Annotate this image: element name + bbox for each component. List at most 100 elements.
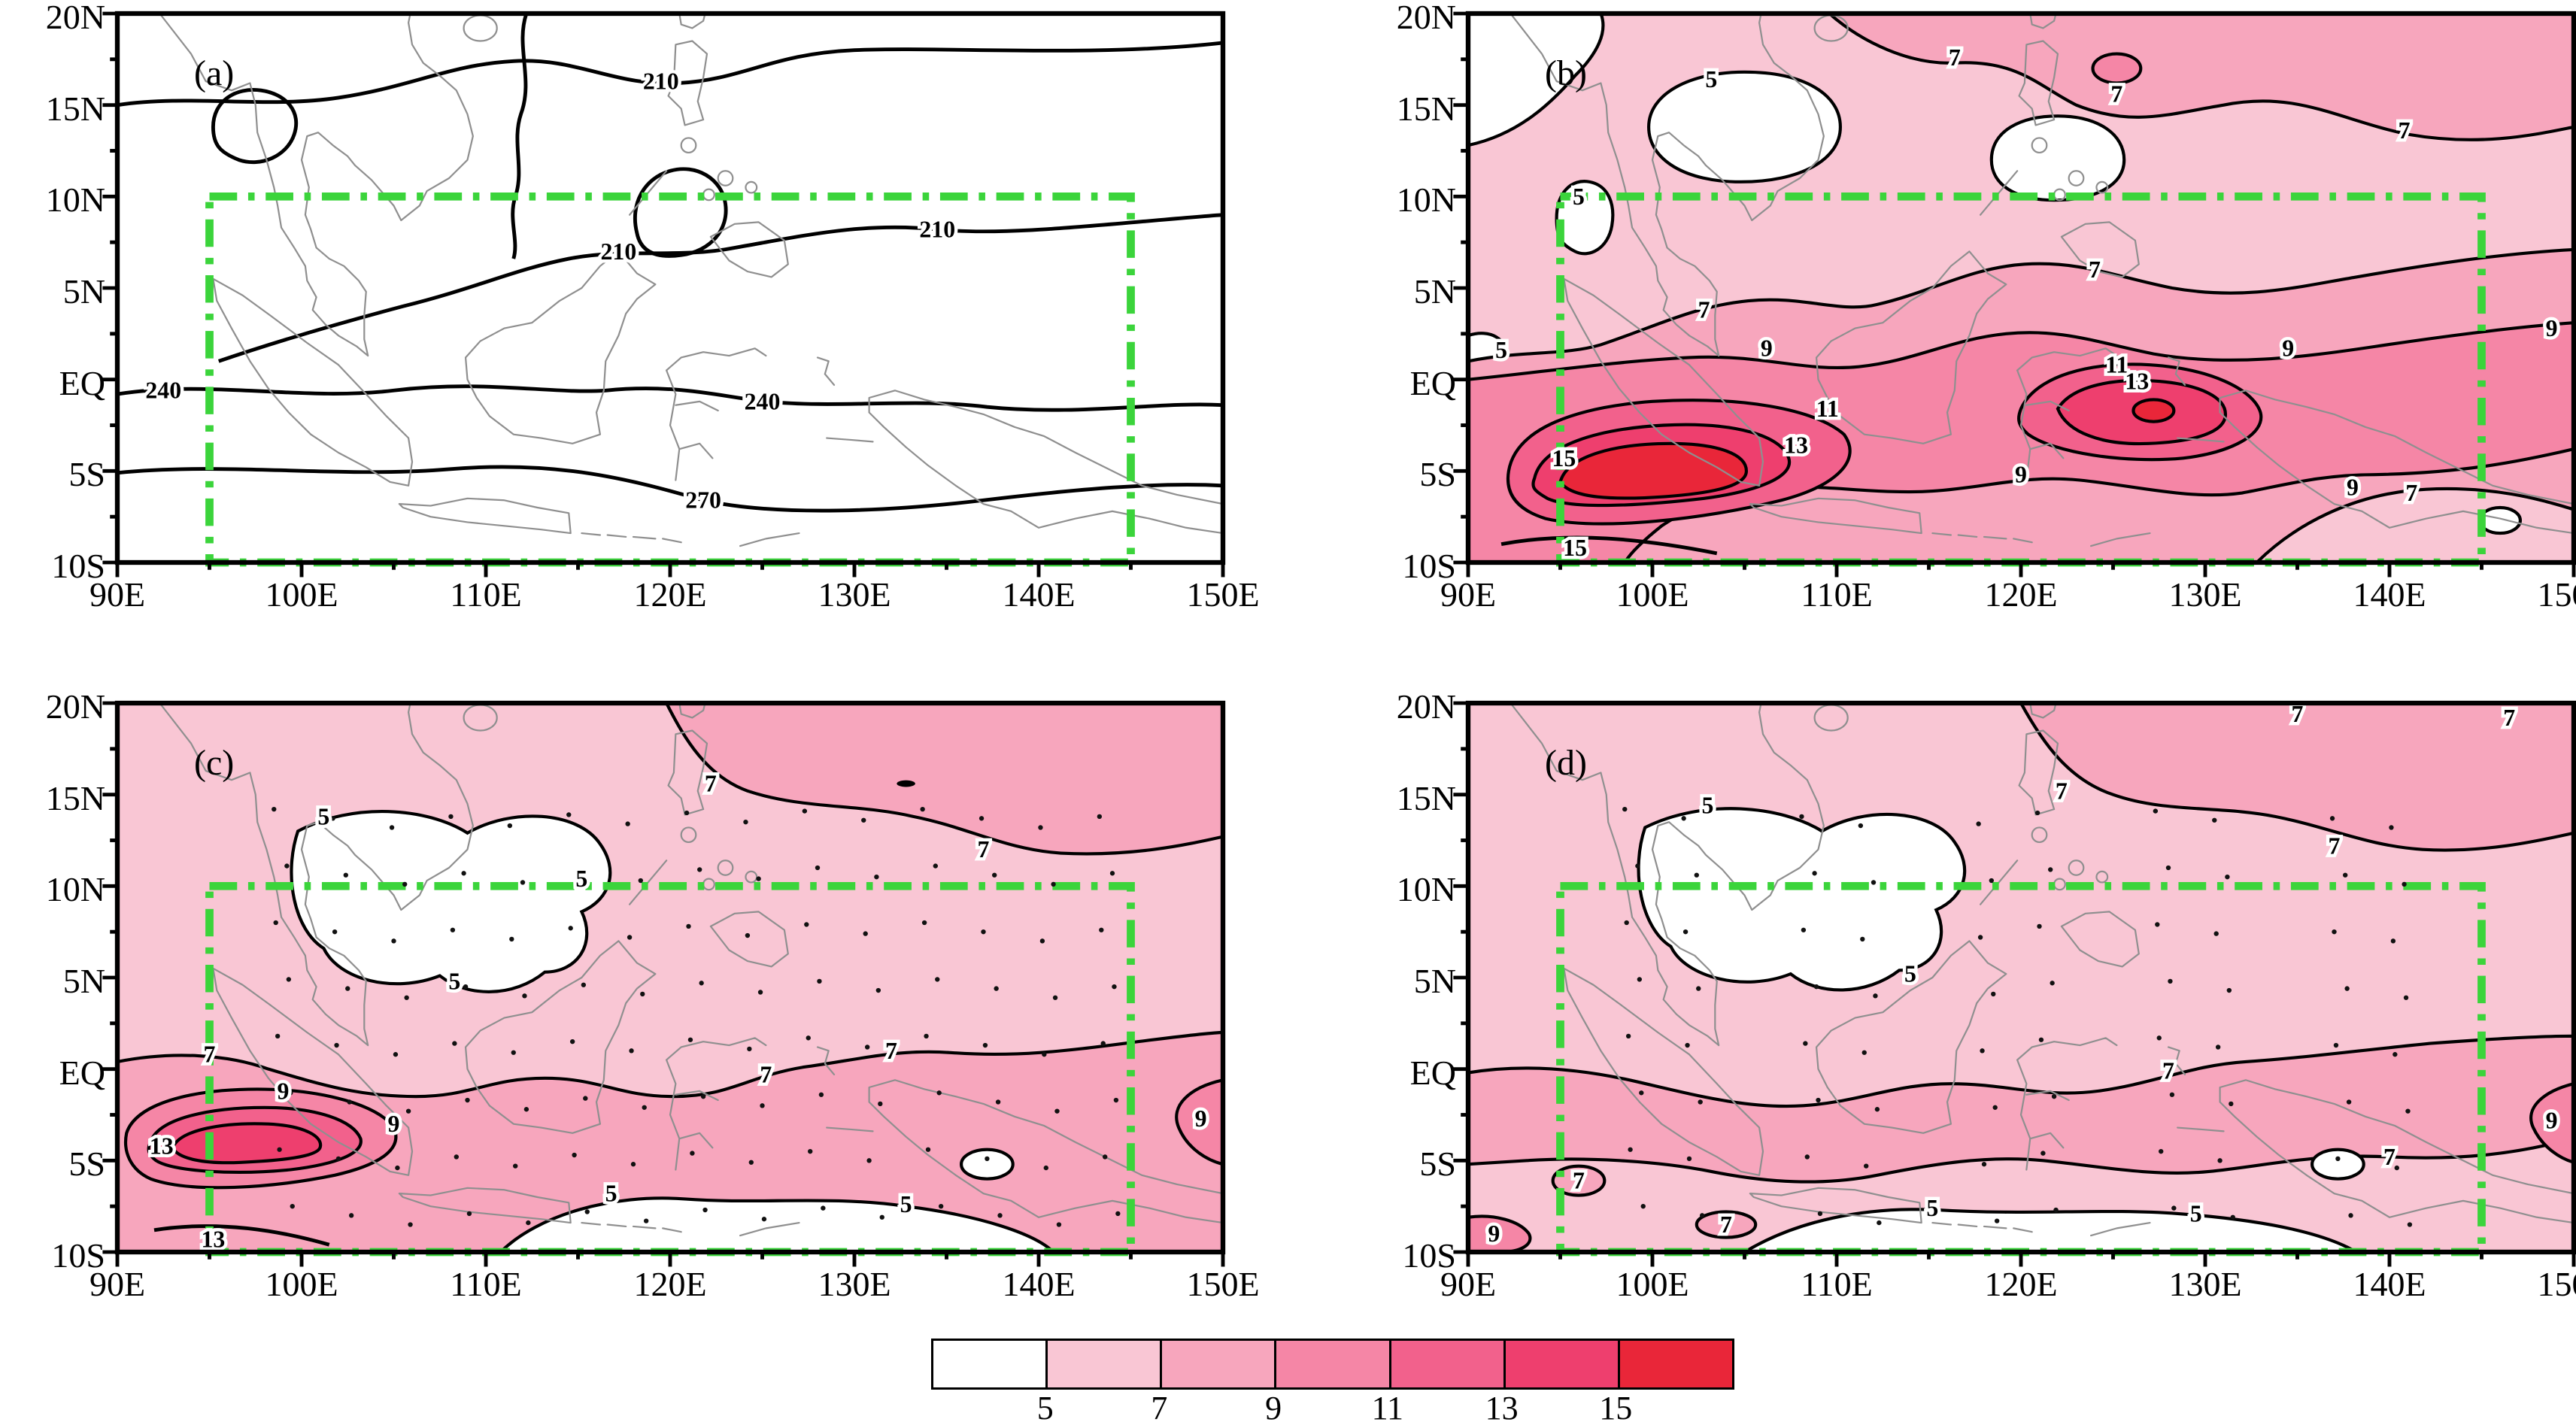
contour-label: 9 [2282, 335, 2294, 362]
stipple-dot [513, 1163, 518, 1169]
stipple-dot [345, 986, 350, 991]
stipple-dot [2333, 1042, 2339, 1048]
stipple-dot [1043, 1165, 1048, 1171]
stipple-dot [1685, 1042, 1690, 1048]
stipple-dot [684, 810, 690, 816]
stipple-dot [640, 991, 645, 997]
stipple-dot [863, 931, 868, 936]
stipple-dot [985, 1156, 990, 1162]
stipple-layer [272, 806, 1121, 1227]
contour-label: 7 [705, 771, 717, 797]
stipple-dot [1682, 929, 1689, 935]
y-tick-label: 15N [45, 778, 105, 817]
contour-region-9-11 [1175, 1078, 1223, 1166]
stipple-dot [1877, 1220, 1882, 1226]
stipple-dot [332, 929, 338, 935]
x-tick-label: 140E [1002, 575, 1076, 614]
coastlines-layer [159, 14, 1223, 547]
contour-label: 9 [2546, 315, 2558, 341]
contour-label: 5 [575, 866, 587, 892]
stipple-dot [1042, 1052, 1047, 1057]
stipple-dot [804, 922, 809, 927]
stipple-dot [2155, 922, 2160, 927]
stipple-dot [699, 981, 704, 986]
stipple-dot [463, 984, 469, 990]
contour-region-lt5 [2477, 505, 2523, 535]
stipple-dot [1625, 1033, 1631, 1039]
stipple-dot [391, 938, 396, 944]
stipple-dot [935, 977, 940, 982]
x-tick-label: 110E [450, 1265, 522, 1303]
contour-label: 5 [1705, 66, 1717, 92]
y-tick-label: 5N [1413, 962, 1456, 1000]
stipple-dot [1115, 1211, 1121, 1217]
contour-label: 13 [201, 1226, 225, 1253]
stipple-dot [1097, 814, 1103, 820]
y-tick-label: 10N [45, 180, 105, 220]
stipple-dot [2053, 1207, 2059, 1213]
stipple-dot [1622, 806, 1628, 812]
stipple-dot [2230, 1214, 2235, 1220]
contour-label: 5 [2190, 1200, 2202, 1226]
panel-a-field [117, 14, 1223, 547]
contour-label: 9 [2347, 474, 2359, 501]
contour-labels: 210 210 210 240 240 270 [142, 65, 959, 517]
stipple-dot [275, 1033, 281, 1039]
stipple-dot [347, 1099, 352, 1105]
stipple-dot [579, 869, 584, 875]
y-tick-label: EQ [59, 363, 105, 402]
stipple-dot [2037, 923, 2042, 929]
colorbar-cell-0 [933, 1341, 1046, 1387]
contour-label: 13 [1784, 432, 1808, 459]
contour-line-13 [153, 1224, 330, 1247]
stipple-dot [992, 872, 997, 878]
stipple-dot [981, 929, 986, 935]
contour-label: 9 [278, 1078, 290, 1104]
stipple-dot [2405, 1108, 2411, 1114]
stipple-dot [643, 1218, 649, 1223]
x-tick-label: 110E [1801, 1265, 1873, 1303]
stipple-dot [2159, 1149, 2164, 1154]
stipple-dot [702, 1207, 708, 1213]
stipple-dot [2332, 929, 2337, 935]
x-tick-label: 150E [1186, 575, 1260, 614]
contour-region-lt5 [1989, 114, 2126, 202]
stipple-dot [273, 920, 278, 926]
contour-label: 5 [1926, 1195, 1938, 1221]
stipple-dot [2215, 1044, 2221, 1050]
stipple-dot [1873, 993, 1878, 999]
x-tick-label: 140E [2353, 1265, 2426, 1303]
stipple-dot [924, 1033, 929, 1039]
stipple-dot [1977, 935, 1983, 940]
contour-label: 7 [1720, 1211, 1732, 1238]
x-tick-label: 90E [89, 575, 146, 614]
y-tick-label: 10S [51, 547, 105, 585]
stipple-dot [1860, 936, 1865, 942]
stipple-dot [335, 1156, 341, 1162]
stipple-dot [393, 1052, 399, 1057]
y-tick-label: 5N [1413, 272, 1456, 311]
stipple-dot [687, 1037, 693, 1042]
stipple-dot [638, 878, 643, 884]
stipple-layer [1622, 806, 2413, 1227]
y-tick-label: 10N [45, 870, 105, 909]
contour-label: 11 [2105, 352, 2128, 378]
contour-label: 5 [1904, 961, 1916, 987]
stipple-dot [1992, 1105, 1998, 1110]
stipple-dot [686, 923, 691, 929]
stipple-dot [1109, 871, 1115, 876]
stipple-dot [2402, 881, 2407, 887]
stipple-dot [461, 871, 466, 876]
stipple-dot [982, 1042, 988, 1048]
stipple-dot [2403, 995, 2409, 1000]
stipple-dot [466, 1211, 472, 1217]
contour-label: 7 [2383, 1144, 2395, 1170]
stipple-dot [509, 936, 514, 942]
stipple-dot [2335, 1156, 2341, 1162]
x-tick-label: 90E [1440, 1265, 1497, 1303]
contour-region-lt5 [290, 810, 612, 993]
x-tick-label: 140E [2353, 575, 2426, 614]
stipple-dot [933, 863, 938, 869]
contour-label: 240 [745, 388, 781, 414]
stipple-dot [864, 1044, 870, 1050]
